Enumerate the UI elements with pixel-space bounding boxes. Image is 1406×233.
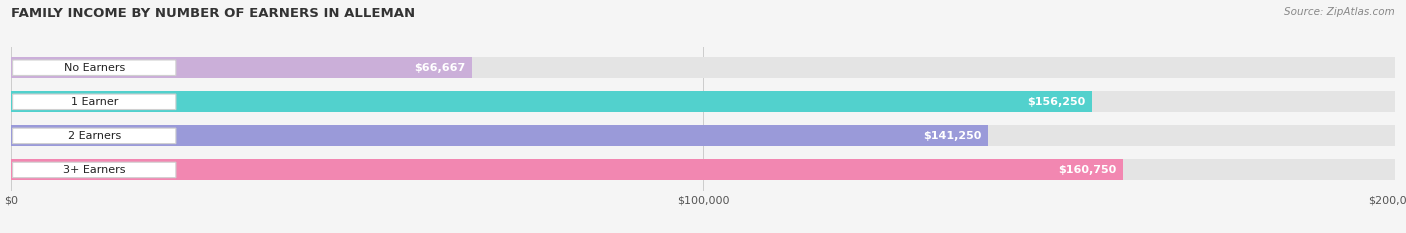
Bar (11, 57, 1395, 78)
Text: $66,667: $66,667 (415, 63, 465, 73)
Bar (11, 159, 1395, 181)
Text: $156,250: $156,250 (1026, 97, 1085, 107)
Bar (11, 159, 1123, 181)
FancyBboxPatch shape (13, 60, 176, 75)
FancyBboxPatch shape (13, 94, 176, 110)
Bar (11, 125, 1395, 146)
Text: 3+ Earners: 3+ Earners (63, 165, 125, 175)
Text: 1 Earner: 1 Earner (70, 97, 118, 107)
Text: $160,750: $160,750 (1059, 165, 1116, 175)
Text: FAMILY INCOME BY NUMBER OF EARNERS IN ALLEMAN: FAMILY INCOME BY NUMBER OF EARNERS IN AL… (11, 7, 415, 20)
Text: Source: ZipAtlas.com: Source: ZipAtlas.com (1284, 7, 1395, 17)
FancyBboxPatch shape (13, 128, 176, 144)
Text: No Earners: No Earners (63, 63, 125, 73)
Text: 2 Earners: 2 Earners (67, 131, 121, 141)
Text: $141,250: $141,250 (924, 131, 981, 141)
Bar (11, 57, 472, 78)
Bar (11, 125, 988, 146)
Bar (11, 91, 1092, 112)
Bar (11, 91, 1395, 112)
FancyBboxPatch shape (13, 162, 176, 178)
